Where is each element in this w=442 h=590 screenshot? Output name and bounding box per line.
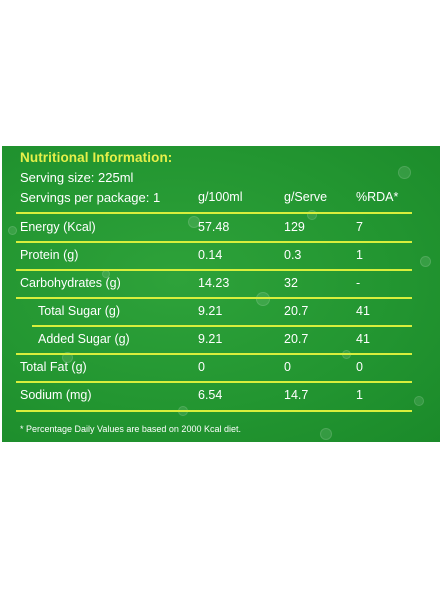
column-header-rda: %RDA* xyxy=(356,190,399,204)
table-row: Sodium (mg) 6.54 14.7 1 xyxy=(16,384,412,408)
servings-per-package: Servings per package: 1 xyxy=(20,190,161,205)
value-per-serve: 0.3 xyxy=(284,248,302,262)
label-title: Nutritional Information: xyxy=(20,150,173,165)
value-per-serve: 32 xyxy=(284,276,298,290)
value-per-serve: 0 xyxy=(284,360,291,374)
nutrient-name: Carbohydrates (g) xyxy=(20,276,121,290)
value-per-100ml: 6.54 xyxy=(198,388,223,402)
column-header-per-100ml: g/100ml xyxy=(198,190,243,204)
value-rda: 0 xyxy=(356,360,363,374)
value-per-100ml: 9.21 xyxy=(198,304,223,318)
value-per-serve: 129 xyxy=(284,220,305,234)
droplet-decoration xyxy=(188,216,200,228)
droplet-decoration xyxy=(420,256,431,267)
table-rule xyxy=(16,297,412,299)
value-rda: - xyxy=(356,276,361,290)
table-rule xyxy=(16,353,412,355)
table-rule xyxy=(32,325,412,327)
table-rule xyxy=(16,381,412,383)
value-per-100ml: 14.23 xyxy=(198,276,230,290)
value-per-serve: 20.7 xyxy=(284,332,309,346)
value-rda: 41 xyxy=(356,304,370,318)
value-per-100ml: 0 xyxy=(198,360,205,374)
nutrition-label: Nutritional Information: Serving size: 2… xyxy=(2,146,440,442)
table-rule xyxy=(16,410,412,412)
droplet-decoration xyxy=(256,292,270,306)
table-rule xyxy=(16,241,412,243)
droplet-decoration xyxy=(398,166,411,179)
value-rda: 7 xyxy=(356,220,363,234)
droplet-decoration xyxy=(102,270,110,278)
droplet-decoration xyxy=(62,352,73,363)
table-header-row: Servings per package: 1 g/100ml g/Serve … xyxy=(16,186,412,210)
table-rule xyxy=(16,269,412,271)
droplet-decoration xyxy=(307,210,317,220)
value-per-serve: 14.7 xyxy=(284,388,309,402)
value-per-serve: 20.7 xyxy=(284,304,309,318)
nutrient-name: Protein (g) xyxy=(20,248,79,262)
value-per-100ml: 0.14 xyxy=(198,248,223,262)
nutrient-name: Total Fat (g) xyxy=(20,360,87,374)
value-per-100ml: 9.21 xyxy=(198,332,223,346)
droplet-decoration xyxy=(342,350,351,359)
table-rule xyxy=(16,212,412,214)
nutrient-name: Sodium (mg) xyxy=(20,388,92,402)
value-per-100ml: 57.48 xyxy=(198,220,230,234)
value-rda: 1 xyxy=(356,388,363,402)
table-row: Total Sugar (g) 9.21 20.7 41 xyxy=(16,300,412,324)
column-header-per-serve: g/Serve xyxy=(284,190,328,204)
table-row: Protein (g) 0.14 0.3 1 xyxy=(16,244,412,268)
footnote: * Percentage Daily Values are based on 2… xyxy=(20,424,241,434)
droplet-decoration xyxy=(8,226,17,235)
value-rda: 41 xyxy=(356,332,370,346)
value-rda: 1 xyxy=(356,248,363,262)
table-row: Carbohydrates (g) 14.23 32 - xyxy=(16,272,412,296)
table-row: Energy (Kcal) 57.48 129 7 xyxy=(16,216,412,240)
serving-size: Serving size: 225ml xyxy=(20,170,134,185)
table-row: Added Sugar (g) 9.21 20.7 41 xyxy=(16,328,412,352)
nutrient-name: Energy (Kcal) xyxy=(20,220,96,234)
table-row: Total Fat (g) 0 0 0 xyxy=(16,356,412,380)
droplet-decoration xyxy=(414,396,424,406)
droplet-decoration xyxy=(320,428,332,440)
nutrient-name: Total Sugar (g) xyxy=(38,304,120,318)
nutrient-name: Added Sugar (g) xyxy=(38,332,130,346)
